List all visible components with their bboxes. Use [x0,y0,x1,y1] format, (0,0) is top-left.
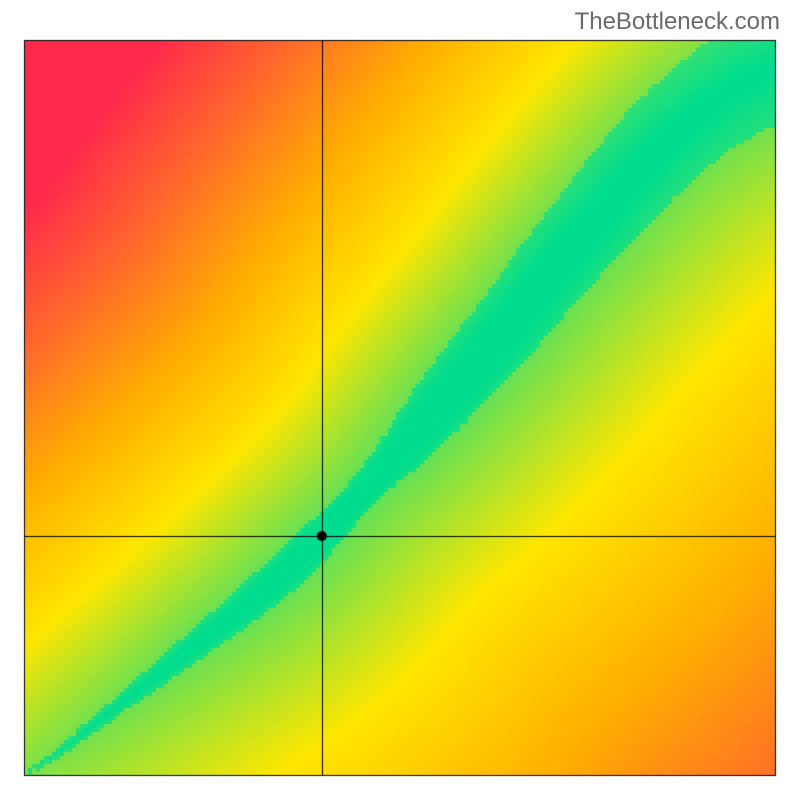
bottleneck-heatmap-canvas [0,0,800,800]
chart-container: TheBottleneck.com [0,0,800,800]
